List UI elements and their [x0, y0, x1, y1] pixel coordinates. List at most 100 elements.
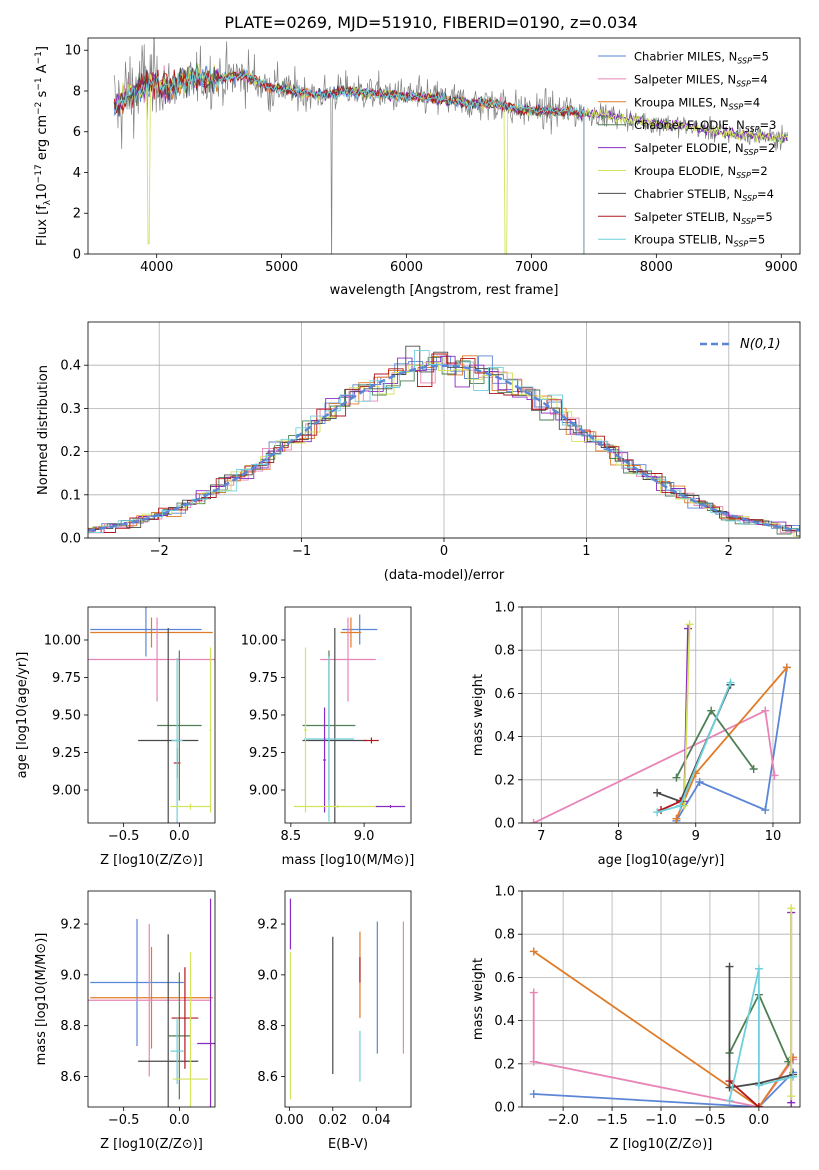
weight-marker [761, 806, 770, 815]
y-tick-label: 8.8 [60, 1019, 81, 1034]
age-vs-metallicity-panel: −0.5 0.0 9.00 9.25 9.50 9.75 10.00 Z [log10(Z/Z… [15, 606, 216, 868]
legend-label-tail: =5 [756, 210, 773, 224]
weight-line [660, 800, 681, 811]
y-tick-label: 9.2 [60, 918, 81, 933]
weight-marker [782, 663, 791, 672]
y-tick-label: 8.6 [257, 1070, 278, 1085]
legend-label-tail: =2 [758, 141, 775, 155]
legend-label: N(0,1) [740, 337, 781, 352]
x-axis-label: Z [log10(Z/Z⊙)] [610, 1137, 713, 1152]
weight-marker [725, 1096, 734, 1105]
weight-lines [529, 620, 791, 823]
weight-marker [529, 1090, 538, 1099]
legend-label-sub: SSP [737, 57, 752, 66]
y-tick-label: 6 [73, 125, 81, 140]
legend-label-tail: =2 [751, 164, 768, 178]
y-label-part: −17 [34, 164, 44, 183]
weight-line [533, 1071, 794, 1107]
legend-label: Salpeter STELIB, NSSP=5 [634, 210, 773, 226]
axes-frame [87, 37, 801, 255]
weight-marker [761, 706, 770, 715]
legend-label-tail: =5 [748, 233, 765, 247]
y-tick-label: 10.00 [241, 634, 278, 649]
y-axis-label: Flux [fλ10−17 erg cm−2 s−1 A−1] [34, 46, 53, 246]
legend-label: Salpeter MILES, NSSP=4 [634, 72, 768, 88]
x-axis-label: mass [log10(M/M⊙)] [282, 853, 415, 868]
legend-label-tail: =5 [752, 50, 769, 64]
y-tick-label: 1.0 [494, 601, 515, 616]
errorbar-group [88, 898, 215, 1107]
legend-label-base: Salpeter ELODIE, N [634, 141, 744, 155]
legend-label-tail: =4 [751, 72, 768, 86]
legend-label-base: Kroupa ELODIE, N [634, 164, 736, 178]
errorbar-group [289, 898, 404, 1100]
weight-marker [787, 1092, 796, 1101]
legend-label-sub: SSP [742, 194, 757, 203]
legend-label-base: Kroupa STELIB, N [634, 233, 734, 247]
y-axis-label: mass weight [471, 674, 486, 756]
y-label-part: −1 [34, 77, 44, 90]
x-tick-label: 2 [725, 544, 733, 559]
x-tick-label: 8 [614, 829, 622, 844]
age-vs-mass-panel: 8.5 9.0 9.00 9.25 9.50 9.75 10.00 mass [log10(M… [241, 606, 415, 868]
legend-label-base: Chabrier ELODIE, N [634, 118, 745, 132]
legend-label: Chabrier MILES, NSSP=5 [634, 50, 769, 66]
y-tick-label: 0.4 [494, 730, 515, 745]
figure-title: PLATE=0269, MJD=51910, FIBERID=0190, z=0… [224, 13, 637, 32]
legend-label: Kroupa MILES, NSSP=4 [634, 95, 760, 111]
weight-marker [672, 773, 681, 782]
y-tick-label: 0.2 [494, 773, 515, 788]
legend-label-base: Chabrier MILES, N [634, 50, 737, 64]
y-tick-label: 9.0 [60, 968, 81, 983]
model-spectrum-line [113, 69, 585, 254]
y-label-part: erg cm [35, 115, 50, 164]
weight-marker [707, 706, 716, 715]
y-tick-label: 9.50 [249, 709, 278, 724]
x-axis-label: age [log10(age/yr)] [598, 853, 725, 868]
y-label-part: A [35, 64, 50, 77]
y-tick-label: 0.4 [494, 1014, 515, 1029]
legend-label-sub: SSP [736, 79, 751, 88]
y-label-part: s [35, 90, 50, 101]
axes-frame [521, 606, 801, 824]
weight-line [533, 950, 794, 1107]
axes-frame [284, 606, 412, 824]
y-tick-label: 0.2 [494, 1057, 515, 1072]
legend-label-base: Salpeter MILES, N [634, 72, 736, 86]
y-tick-label: 1.0 [494, 885, 515, 900]
x-axis-label: wavelength [Angstrom, rest frame] [330, 283, 559, 298]
weight-marker [529, 988, 538, 997]
weight-marker [529, 1057, 538, 1066]
y-axis-label: mass weight [471, 958, 486, 1040]
y-tick-label: 0.1 [60, 488, 81, 503]
y-tick-label: 4 [73, 166, 81, 181]
x-tick-label: 0.0 [169, 829, 190, 844]
legend-label-base: Kroupa MILES, N [634, 95, 729, 109]
y-tick-label: 0.0 [494, 817, 515, 832]
x-tick-label: −1.0 [645, 1113, 677, 1128]
weight-marker [754, 964, 763, 973]
legend-label-tail: =3 [760, 118, 777, 132]
x-tick-label: 0 [440, 544, 448, 559]
weight-line [728, 966, 794, 1089]
weight-marker [754, 1103, 763, 1107]
x-tick-label: −0.5 [694, 1113, 726, 1128]
legend-label: Kroupa STELIB, NSSP=5 [634, 233, 765, 249]
legend-label-sub: SSP [736, 171, 751, 180]
normal-curve-line [88, 364, 800, 532]
y-tick-label: 0.8 [494, 928, 515, 943]
weight-marker [749, 765, 758, 773]
weight-line [728, 968, 794, 1101]
weight-marker [653, 788, 662, 797]
histogram-step-line [88, 357, 800, 535]
weight-marker [685, 620, 694, 629]
y-tick-label: 0.6 [494, 687, 515, 702]
axes-frame [521, 890, 801, 1108]
weight-marker [529, 947, 538, 956]
x-tick-label: 7 [537, 829, 545, 844]
y-tick-label: 0.3 [60, 402, 81, 417]
legend-label: Salpeter ELODIE, NSSP=2 [634, 141, 775, 157]
x-tick-label: 0.02 [318, 1113, 347, 1128]
